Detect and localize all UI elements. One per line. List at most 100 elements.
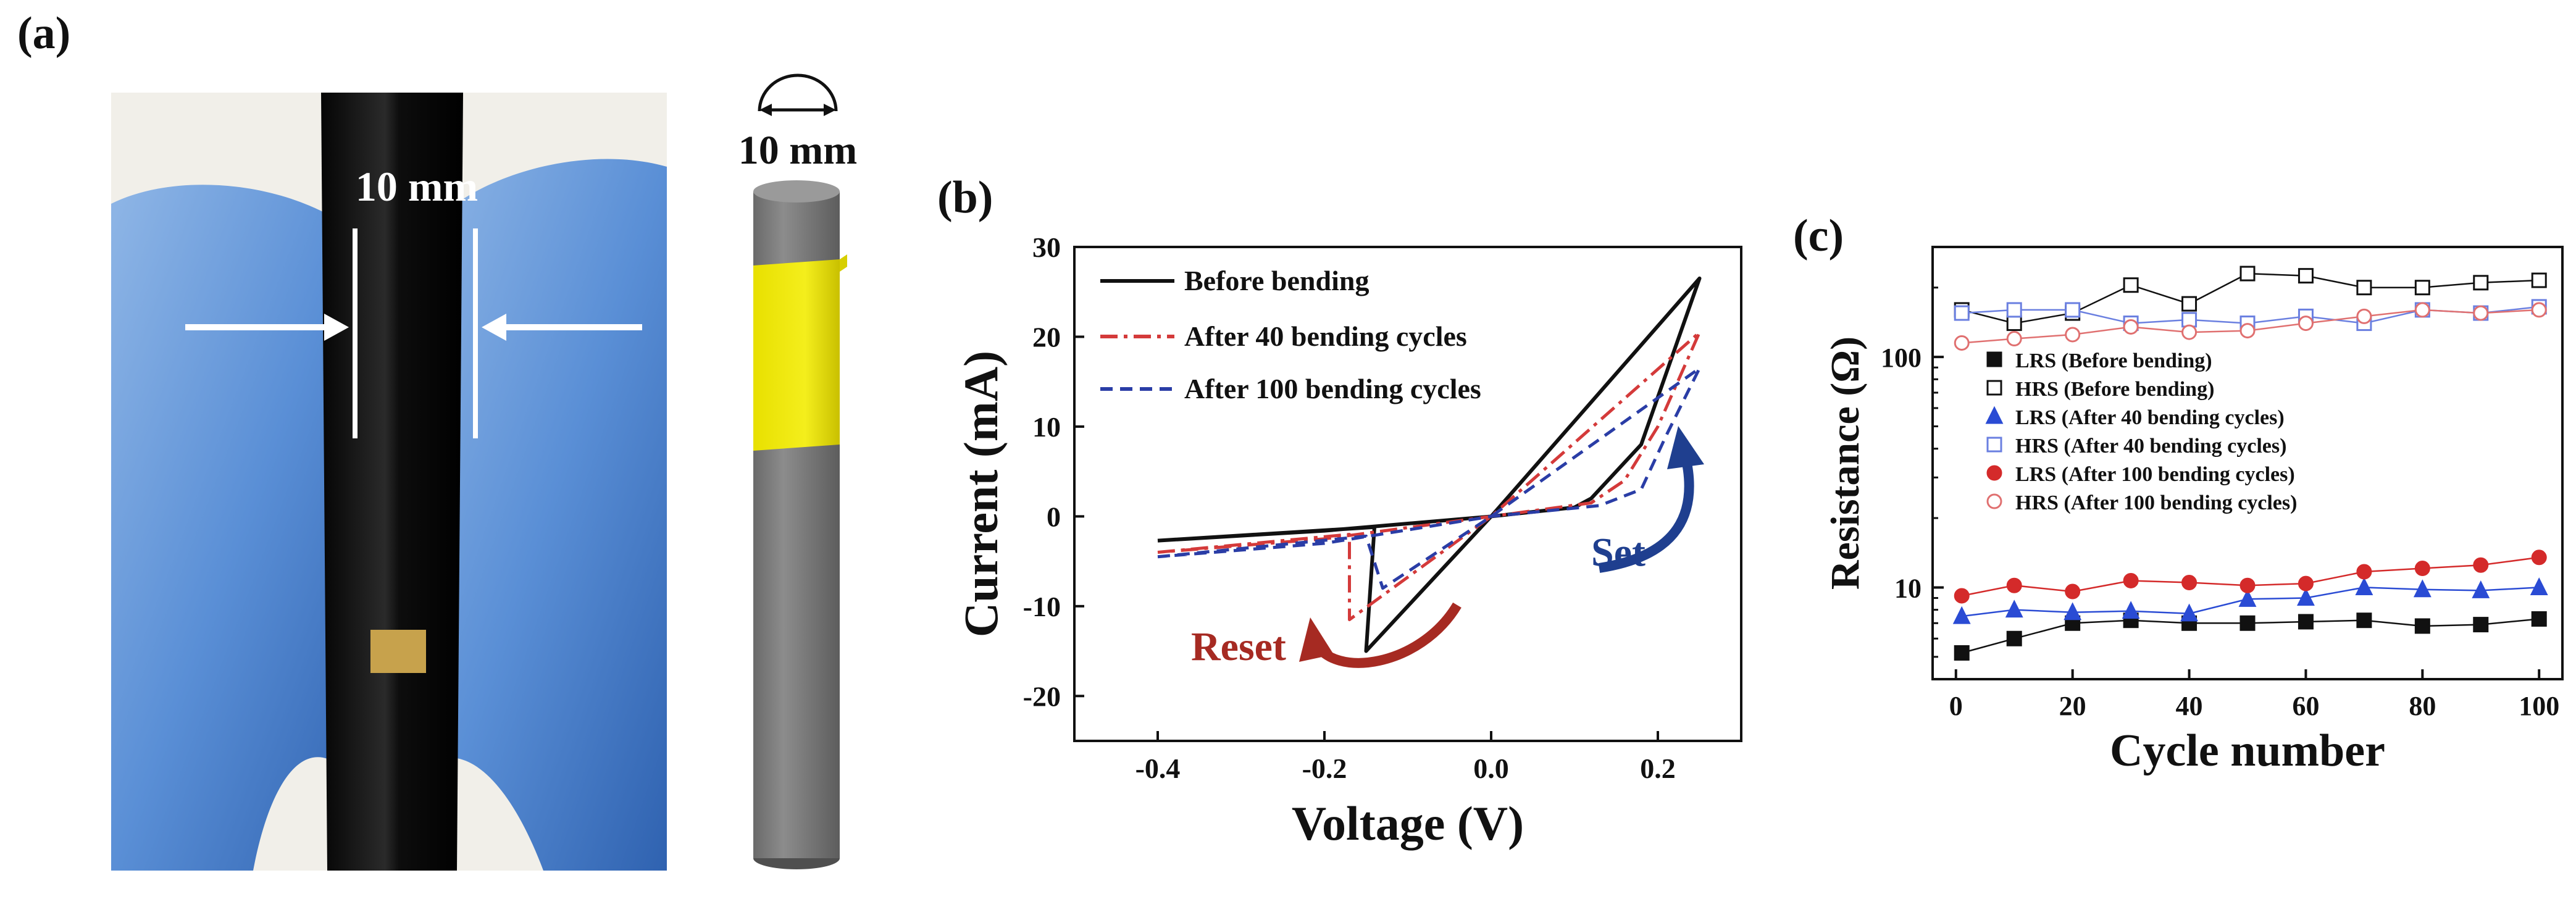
cylinder-schematic: 10 mm <box>738 73 857 869</box>
reset-arrowhead <box>1299 617 1334 662</box>
data-point <box>2530 577 2548 595</box>
data-point <box>2414 302 2430 318</box>
x-tick-label: 0 <box>1949 691 1963 721</box>
series-line-2 <box>1157 330 1701 622</box>
y-tick-label: 20 <box>1032 321 1061 353</box>
set-annotation: Set <box>1591 530 1646 575</box>
data-point <box>2065 583 2081 600</box>
data-point <box>2065 327 2081 343</box>
bend-arc-icon <box>758 73 838 112</box>
data-point <box>2181 312 2198 328</box>
y-tick-label: 0 <box>1047 501 1061 532</box>
data-point <box>2180 603 2198 622</box>
data-point <box>2413 579 2432 598</box>
reset-arrow <box>1310 602 1462 668</box>
data-point <box>2006 577 2022 593</box>
legend-label-before: Before bending <box>1184 265 1369 296</box>
legend-label-40: After 40 bending cycles <box>1184 320 1467 352</box>
legend-swatch <box>1986 437 2002 453</box>
x-tick-label: 60 <box>2292 691 2319 721</box>
legend-swatch <box>1985 406 2004 424</box>
legend-swatch <box>1986 465 2002 481</box>
data-point <box>2298 614 2314 630</box>
x-tick-label: -0.4 <box>1135 753 1181 784</box>
data-point <box>2531 611 2547 627</box>
x-tick-label: 20 <box>2059 691 2086 721</box>
set-arrow <box>1598 456 1694 573</box>
data-point <box>2123 319 2139 335</box>
legend-label: LRS (After 100 bending cycles) <box>2015 463 2295 486</box>
data-point <box>2472 580 2490 598</box>
cylinder-top <box>753 180 840 203</box>
data-point <box>1954 588 1970 604</box>
left-glove <box>111 185 370 871</box>
device-photo: 10 mm <box>111 93 667 871</box>
x-tick-label: 0.2 <box>1640 753 1676 784</box>
y-tick-label: 10 <box>1032 411 1061 443</box>
y-axis-label: Current (mA) <box>954 351 1008 637</box>
iv-chart: -0.4 -0.2 0.0 0.2 -20 -10 0 10 20 30 Before bendi… <box>954 232 1742 850</box>
x-tick-label: 100 <box>2519 691 2559 721</box>
data-point <box>1954 305 1970 321</box>
data-point <box>2473 617 2489 633</box>
data-point <box>2064 602 2082 621</box>
data-point <box>1952 606 1971 624</box>
data-point <box>2123 277 2139 293</box>
photo-dimension-label: 10 mm <box>356 163 478 210</box>
data-point <box>2006 331 2022 347</box>
legend-label: HRS (After 100 bending cycles) <box>2015 491 2297 514</box>
data-point <box>2239 323 2256 339</box>
device-film <box>753 259 840 451</box>
data-point <box>2181 324 2198 340</box>
data-point <box>2531 272 2547 288</box>
data-point <box>2356 612 2372 629</box>
legend: Before bending After 40 bending cycles A… <box>1100 265 1481 404</box>
data-point <box>2239 265 2256 282</box>
reset-annotation: Reset <box>1191 624 1286 669</box>
series-line-1 <box>1157 276 1702 653</box>
y-tick-label: 100 <box>1881 343 1922 373</box>
data-point <box>2356 308 2372 324</box>
set-arrowhead <box>1667 426 1704 469</box>
panel-label-c: (c) <box>1793 211 1844 261</box>
data-point <box>2006 630 2022 646</box>
panel-label-b: (b) <box>937 172 993 223</box>
legend-swatch <box>1986 493 2002 509</box>
data-point <box>2298 575 2314 591</box>
legend-label-100: After 100 bending cycles <box>1184 373 1481 404</box>
legend-label: LRS (Before bending) <box>2015 349 2212 372</box>
data-point <box>2473 275 2489 291</box>
data-point <box>2181 575 2198 591</box>
legend-swatch <box>1986 380 2002 396</box>
data-point <box>2006 302 2022 318</box>
right-glove <box>420 159 667 871</box>
data-point <box>2356 280 2372 296</box>
x-axis-label: Voltage (V) <box>1292 796 1524 850</box>
data-point <box>2473 305 2489 321</box>
y-tick-label: 10 <box>1894 573 1922 603</box>
data-point <box>2239 577 2256 593</box>
data-point <box>2298 316 2314 332</box>
data-point <box>2239 615 2256 631</box>
data-point <box>2122 601 2140 619</box>
data-point <box>1954 645 1970 661</box>
data-point <box>2298 268 2314 284</box>
data-point <box>2414 280 2430 296</box>
legend-swatch <box>1986 351 2002 367</box>
gold-electrode <box>370 630 426 673</box>
data-point <box>2356 564 2372 580</box>
data-point <box>2473 557 2489 573</box>
data-point <box>1954 335 1970 351</box>
y-axis-label: Resistance (Ω) <box>1823 336 1868 590</box>
data-point <box>2181 296 2198 312</box>
legend-label: HRS (Before bending) <box>2015 378 2214 401</box>
series-line-3 <box>1157 366 1701 590</box>
data-point <box>2355 577 2373 595</box>
x-tick-label: -0.2 <box>1302 753 1347 784</box>
data-point <box>2414 618 2430 634</box>
x-tick-label: 80 <box>2409 691 2436 721</box>
data-point <box>2297 588 2315 606</box>
x-axis-label: Cycle number <box>2110 725 2385 776</box>
data-point <box>2531 550 2547 566</box>
data-point <box>2531 302 2547 318</box>
